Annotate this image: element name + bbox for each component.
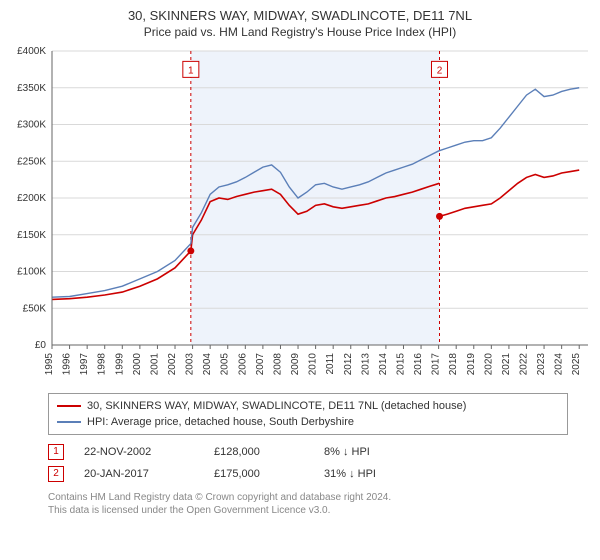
event-date: 22-NOV-2002 [84,441,194,463]
svg-text:2001: 2001 [149,353,160,376]
legend-row-hpi: HPI: Average price, detached house, Sout… [57,414,559,430]
svg-text:2013: 2013 [360,353,371,376]
svg-text:£300K: £300K [17,120,46,131]
svg-text:2011: 2011 [325,353,336,375]
footer-line-2: This data is licensed under the Open Gov… [48,504,592,517]
svg-text:2022: 2022 [518,353,529,376]
event-delta: 31% ↓ HPI [324,463,376,485]
svg-text:2009: 2009 [290,353,301,376]
svg-text:2021: 2021 [501,353,512,376]
svg-text:2000: 2000 [132,353,143,376]
svg-text:2012: 2012 [343,353,354,376]
svg-text:1998: 1998 [97,353,108,376]
svg-text:2016: 2016 [413,353,424,376]
page-subtitle: Price paid vs. HM Land Registry's House … [8,25,592,39]
svg-text:2003: 2003 [185,353,196,376]
event-price: £128,000 [214,441,304,463]
svg-text:2017: 2017 [431,353,442,376]
svg-text:1997: 1997 [79,353,90,376]
svg-text:£350K: £350K [17,83,46,94]
footer: Contains HM Land Registry data © Crown c… [48,491,592,517]
svg-text:1999: 1999 [114,353,125,376]
svg-text:2006: 2006 [237,353,248,376]
svg-text:2019: 2019 [466,353,477,376]
price-chart: £0 £50K £100K £150K £200K £250K £300K £350K £400… [8,45,592,385]
event-delta: 8% ↓ HPI [324,441,370,463]
svg-text:£250K: £250K [17,156,46,167]
legend-row-price: 30, SKINNERS WAY, MIDWAY, SWADLINCOTE, D… [57,398,559,414]
svg-text:£200K: £200K [17,193,46,204]
legend-swatch-hpi [57,421,81,423]
svg-text:2020: 2020 [483,353,494,376]
svg-text:2025: 2025 [571,353,582,376]
event-badge: 2 [48,466,64,482]
svg-text:£0: £0 [35,340,47,351]
svg-text:1995: 1995 [44,353,55,376]
event-row: 2 20-JAN-2017 £175,000 31% ↓ HPI [48,463,592,485]
legend-swatch-price [57,405,81,407]
svg-text:£400K: £400K [17,46,46,57]
svg-text:£50K: £50K [23,303,47,314]
svg-text:2005: 2005 [220,353,231,376]
svg-text:2010: 2010 [308,353,319,376]
event-price: £175,000 [214,463,304,485]
svg-text:2008: 2008 [272,353,283,376]
svg-text:2018: 2018 [448,353,459,376]
event-badge: 1 [48,444,64,460]
legend: 30, SKINNERS WAY, MIDWAY, SWADLINCOTE, D… [48,393,568,435]
svg-text:2004: 2004 [202,353,213,376]
legend-label-price: 30, SKINNERS WAY, MIDWAY, SWADLINCOTE, D… [87,398,466,414]
svg-text:2023: 2023 [536,353,547,376]
svg-text:2002: 2002 [167,353,178,376]
svg-text:£100K: £100K [17,267,46,278]
svg-text:2: 2 [437,65,443,76]
svg-text:2024: 2024 [554,353,565,376]
svg-text:£150K: £150K [17,230,46,241]
svg-text:2007: 2007 [255,353,266,376]
footer-line-1: Contains HM Land Registry data © Crown c… [48,491,592,504]
events-table: 1 22-NOV-2002 £128,000 8% ↓ HPI 2 20-JAN-2017… [48,441,592,485]
event-date: 20-JAN-2017 [84,463,194,485]
svg-text:1996: 1996 [62,353,73,376]
svg-text:1: 1 [188,65,194,76]
event-row: 1 22-NOV-2002 £128,000 8% ↓ HPI [48,441,592,463]
page-title: 30, SKINNERS WAY, MIDWAY, SWADLINCOTE, D… [8,8,592,23]
svg-text:2014: 2014 [378,353,389,376]
legend-label-hpi: HPI: Average price, detached house, Sout… [87,414,354,430]
svg-text:2015: 2015 [395,353,406,376]
